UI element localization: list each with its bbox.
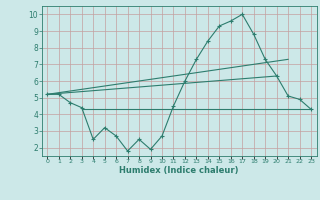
X-axis label: Humidex (Indice chaleur): Humidex (Indice chaleur) xyxy=(119,166,239,175)
